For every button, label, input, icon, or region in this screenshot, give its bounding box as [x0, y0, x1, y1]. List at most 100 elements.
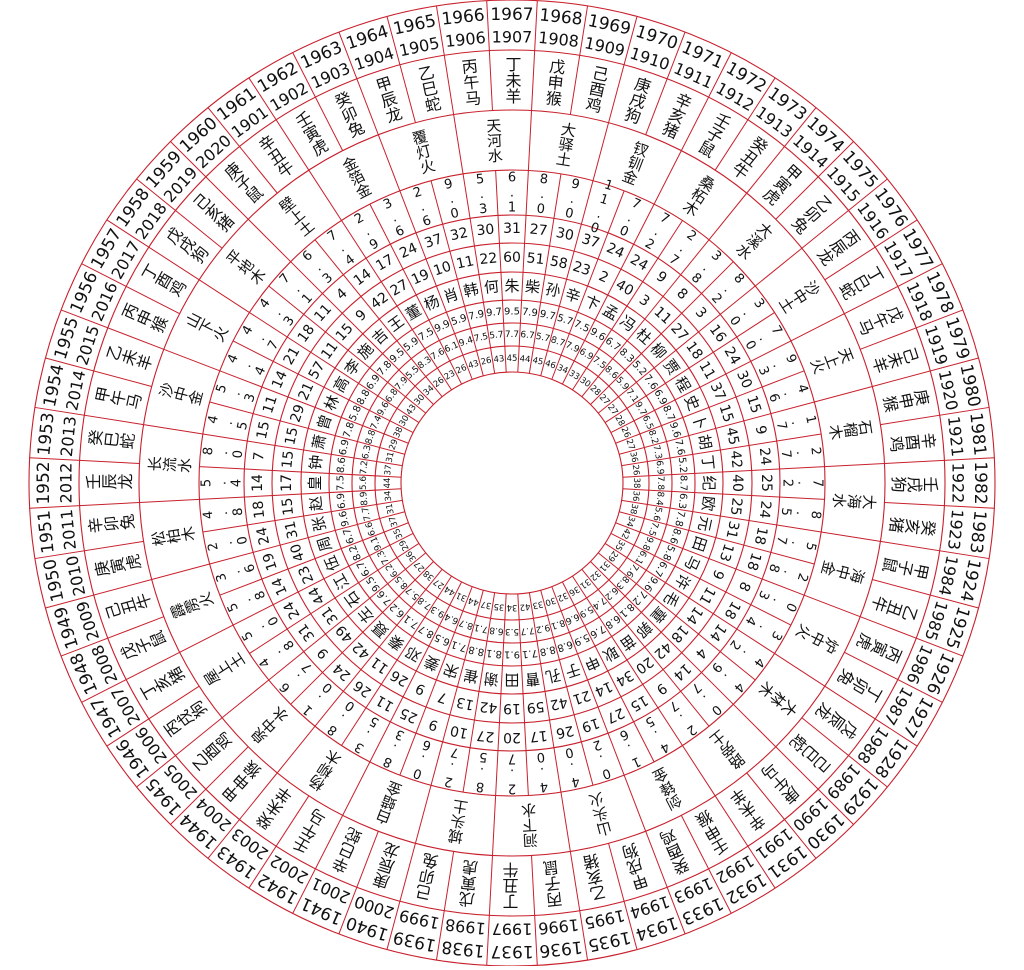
ganzhi-label: 丙子鼠	[542, 859, 566, 909]
surname-label: 张	[309, 515, 330, 533]
sector-divider	[268, 552, 427, 681]
sector-divider	[622, 466, 825, 478]
ganzhi-label: 己酉鸡	[581, 63, 610, 114]
ganzhi-label: 丙申猴	[118, 301, 170, 338]
year-inner: 1921	[944, 415, 967, 457]
surname-label: 田	[504, 671, 519, 689]
surname-label: 左	[354, 603, 377, 626]
sector-divider	[572, 575, 683, 746]
ganzhi-label: 己丑牛	[103, 591, 155, 624]
number-label: 7.6	[672, 439, 686, 457]
year-outer: 1982	[970, 461, 990, 504]
number-label: 3	[636, 292, 653, 310]
number-label: 35	[392, 526, 406, 540]
sector-divider	[308, 169, 342, 221]
ganzhi-label: 乙巳蛇	[414, 63, 443, 114]
sector-divider	[45, 579, 152, 609]
number-label: 15	[716, 403, 737, 425]
number-label: 44	[306, 584, 329, 608]
number-label: 4	[333, 285, 350, 303]
number-label: 59	[526, 698, 545, 716]
nayin-label: 钗钏金	[618, 139, 651, 188]
number-label: 27	[624, 438, 637, 451]
number-label: 27	[388, 277, 411, 300]
ganzhi-label: 甲戌狗	[620, 839, 653, 892]
sector-divider	[561, 203, 655, 385]
sector-divider	[341, 220, 452, 391]
number-label: 14	[592, 678, 615, 700]
number-label: 24	[397, 240, 420, 262]
ganzhi-label: 己亥猪	[188, 190, 237, 237]
number-label: 23	[443, 369, 457, 383]
sector-divider	[680, 815, 732, 914]
number-label: 25	[397, 704, 420, 726]
number-label: 7.5	[646, 520, 660, 537]
number-label: 2	[596, 268, 611, 286]
number-label: 20	[503, 729, 521, 745]
ganzhi-label: 庚子鼠	[219, 159, 265, 207]
ring-border	[400, 371, 624, 595]
number-label: 2.9	[349, 209, 384, 255]
number-label: 15	[282, 426, 301, 447]
number-label: 0.7	[685, 677, 726, 720]
ganzhi-label: 癸酉鸡	[657, 825, 694, 877]
surname-label: 贾	[660, 356, 683, 379]
number-label: 15	[627, 692, 650, 715]
number-label: 19	[580, 714, 602, 735]
ganzhi-label: 庚申猴	[881, 385, 932, 414]
number-label: 17	[373, 252, 396, 275]
surname-label: 欧	[698, 495, 717, 512]
ganzhi-label: 庚寅虎	[92, 552, 143, 581]
sector-divider	[714, 795, 776, 889]
number-label: 31	[282, 519, 301, 540]
number-label: 2.0	[205, 531, 252, 555]
number-label: 14	[670, 660, 694, 684]
sector-divider	[619, 511, 815, 565]
number-label: 9.5	[504, 307, 520, 318]
sector-divider	[136, 178, 223, 249]
number-label: 9.7	[539, 309, 557, 323]
sector-divider	[884, 457, 995, 464]
sector-divider	[824, 219, 918, 281]
number-label: 5.7	[489, 330, 504, 341]
nayin-label: 剑锋金	[649, 764, 686, 812]
ganzhi-label: 癸亥猪	[887, 513, 938, 537]
number-label: 26	[388, 666, 412, 689]
ganzhi-label: 癸卯兔	[330, 89, 367, 142]
number-label: 9	[314, 644, 332, 661]
number-label: 11	[695, 584, 718, 607]
number-label: 5.4	[200, 476, 245, 491]
surname-label: 曹	[524, 669, 541, 688]
number-label: 8.4	[653, 491, 664, 507]
number-label: 3.5	[349, 711, 384, 757]
ganzhi-label: 丙辰龙	[813, 224, 863, 268]
sector-divider	[369, 203, 463, 385]
number-label: 24	[756, 447, 774, 466]
sector-divider	[209, 401, 405, 455]
number-label: 11	[695, 359, 718, 382]
number-label: 8.0	[322, 695, 361, 740]
sector-divider	[581, 239, 710, 398]
number-label: 5.7	[772, 531, 819, 555]
nayin-label: 长流水	[147, 455, 193, 475]
number-label: 7.9	[521, 307, 538, 320]
number-label: 26	[619, 426, 633, 440]
number-label: 5.3	[505, 626, 519, 636]
number-label: 3.8	[685, 246, 726, 289]
ganzhi-label: 辛亥猪	[657, 89, 694, 142]
surname-label: 秦	[385, 631, 408, 654]
number-label: 8.0	[200, 443, 246, 463]
surname-label: 胡	[694, 433, 715, 451]
sector-divider	[561, 581, 655, 763]
sector-divider	[81, 263, 180, 315]
year-inner: 1996	[537, 915, 579, 938]
number-label: 14	[706, 620, 729, 644]
sector-divider	[202, 433, 403, 467]
number-label: 38	[631, 478, 641, 489]
sector-divider	[604, 312, 775, 423]
sector-divider	[645, 31, 686, 135]
sector-divider	[462, 592, 496, 793]
number-label: 31	[722, 519, 741, 540]
surname-label: 钟	[306, 454, 325, 471]
ganzhi-label: 壬辰龙	[85, 474, 133, 493]
